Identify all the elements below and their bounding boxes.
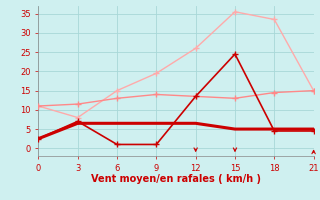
X-axis label: Vent moyen/en rafales ( km/h ): Vent moyen/en rafales ( km/h ) bbox=[91, 174, 261, 184]
